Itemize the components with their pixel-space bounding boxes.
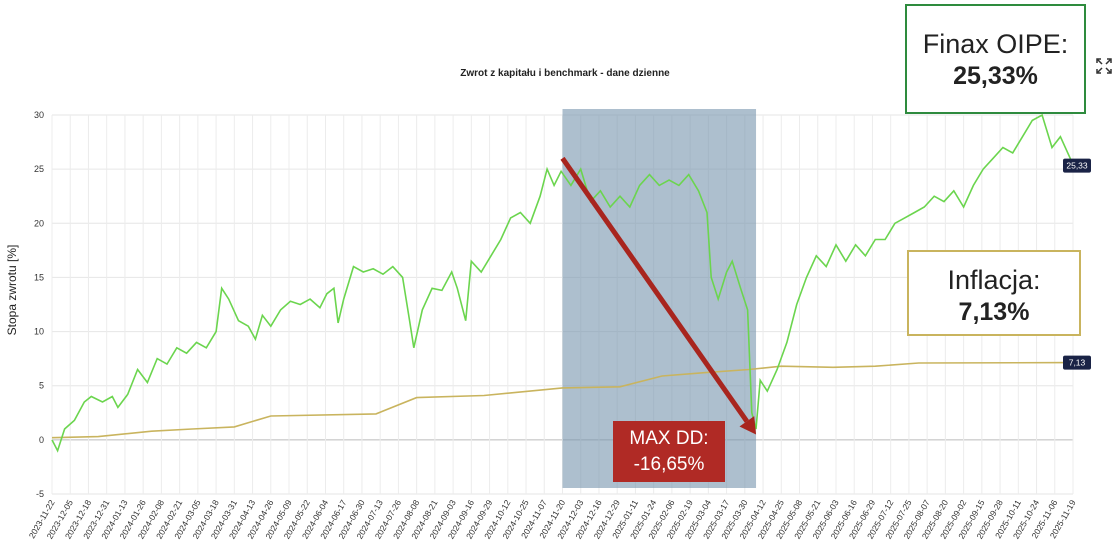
y-tick-label: 15	[34, 272, 44, 282]
arrow-shaft	[560, 156, 749, 423]
finax-return-box: Finax OIPE: 25,33%	[905, 4, 1086, 114]
y-tick-label: 25	[34, 164, 44, 174]
series-line-inflacja	[51, 361, 1074, 439]
finax-label: Finax OIPE:	[922, 29, 1069, 59]
y-tick-label: 20	[34, 218, 44, 228]
maxdd-value: -16,65%	[633, 454, 705, 475]
y-tick-label: 0	[39, 435, 44, 445]
y-tick-label: 30	[34, 110, 44, 120]
drawdown-arrow	[560, 156, 757, 435]
y-tick-label: 5	[39, 381, 44, 391]
end-label-bg	[1063, 355, 1091, 370]
inflation-value: 7,13%	[958, 298, 1030, 326]
series-line-finax-oipe	[51, 113, 1074, 453]
expand-icon[interactable]	[1096, 58, 1112, 74]
end-label: 25,33	[1066, 161, 1088, 171]
end-label-bg	[1063, 158, 1091, 173]
y-axis-label: Stopa zwrotu [%]	[5, 245, 19, 336]
end-label: 7,13	[1069, 358, 1086, 368]
inflation-label: Inflacja:	[947, 265, 1041, 295]
maxdd-label: MAX DD:	[629, 428, 709, 449]
finax-value: 25,33%	[953, 62, 1038, 90]
max-drawdown-box: MAX DD: -16,65%	[613, 421, 725, 482]
arrow-head	[739, 416, 757, 435]
chart-title: Zwrot z kapitału i benchmark - dane dzie…	[460, 68, 670, 79]
inflation-box: Inflacja: 7,13%	[907, 250, 1081, 336]
y-tick-label: 10	[34, 327, 44, 337]
y-axis: -5 0 5 10 15 20 25 30	[34, 110, 44, 499]
end-labels: 25,33 7,13	[1063, 158, 1091, 370]
x-axis: 2023-11-222023-12-052023-12-182023-12-31…	[27, 498, 1078, 541]
y-tick-label: -5	[36, 489, 44, 499]
